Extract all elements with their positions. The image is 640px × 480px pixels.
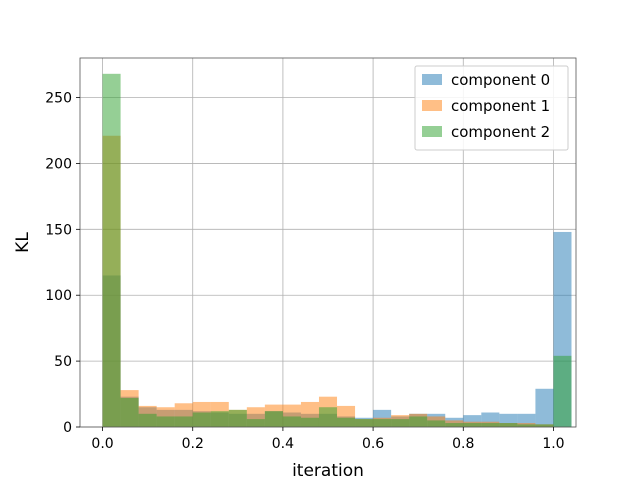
bar-series-2-bin-18 <box>427 420 446 427</box>
axis-ticks: 0.0 0.2 0.4 0.6 0.8 1.0 0 50 100 150 200 250 <box>45 91 564 452</box>
x-tick-label: 0.8 <box>452 436 474 452</box>
y-tick-label: 100 <box>45 288 72 304</box>
bar-series-2-bin-0 <box>102 73 121 428</box>
legend-box <box>414 65 569 151</box>
y-tick-label: 250 <box>45 91 72 107</box>
bar-series-2-bin-24 <box>535 424 554 427</box>
x-tick-label: 0.0 <box>91 436 113 452</box>
bar-series-2-bin-19 <box>445 423 464 427</box>
bar-series-2-bin-16 <box>391 419 410 427</box>
legend-swatch-2 <box>422 126 442 137</box>
bar-series-0-bin-20 <box>463 415 482 427</box>
bar-series-2-bin-7 <box>228 409 247 427</box>
bar-series-2-bin-8 <box>246 419 265 427</box>
y-tick-label: 50 <box>54 354 72 370</box>
series-2-bars <box>102 73 572 428</box>
y-tick-label: 0 <box>63 420 72 436</box>
bar-series-2-bin-1 <box>120 398 139 427</box>
legend-label-2: component 2 <box>451 123 550 141</box>
plot-frame <box>79 57 577 428</box>
legend-label-0: component 0 <box>451 71 550 89</box>
x-axis-title: iteration <box>292 461 364 480</box>
x-tick-label: 0.4 <box>272 436 294 452</box>
legend-label-1: component 1 <box>451 97 550 115</box>
bar-series-2-bin-25 <box>553 355 572 427</box>
y-tick-label: 150 <box>45 222 72 238</box>
x-tick-label: 0.2 <box>182 436 204 452</box>
bar-series-2-bin-10 <box>282 416 301 427</box>
bar-series-2-bin-4 <box>174 416 193 427</box>
grid-lines <box>80 58 576 428</box>
bar-series-2-bin-23 <box>517 424 536 427</box>
bar-series-0-bin-24 <box>535 388 554 427</box>
bar-series-2-bin-13 <box>337 417 356 427</box>
bar-series-2-bin-20 <box>463 423 482 427</box>
bar-series-2-bin-14 <box>355 419 374 427</box>
bar-series-2-bin-9 <box>264 411 283 427</box>
bar-series-2-bin-6 <box>210 411 229 427</box>
histogram-bars <box>102 73 572 428</box>
bar-series-2-bin-17 <box>409 416 428 427</box>
x-tick-label: 1.0 <box>542 436 564 452</box>
legend-swatch-1 <box>422 100 442 111</box>
x-tick-label: 0.6 <box>362 436 384 452</box>
legend-swatch-0 <box>422 74 442 85</box>
bar-series-2-bin-3 <box>156 416 175 427</box>
bar-series-2-bin-11 <box>300 417 319 427</box>
bar-series-2-bin-12 <box>318 407 338 427</box>
bar-series-2-bin-5 <box>192 412 211 427</box>
y-axis-title: KL <box>13 232 33 253</box>
y-tick-label: 200 <box>45 156 72 172</box>
bar-series-2-bin-2 <box>138 413 157 427</box>
bar-series-2-bin-15 <box>373 419 392 427</box>
legend: component 0 component 1 component 2 <box>414 65 569 151</box>
bar-series-2-bin-22 <box>499 423 518 427</box>
bar-series-2-bin-21 <box>481 423 500 427</box>
